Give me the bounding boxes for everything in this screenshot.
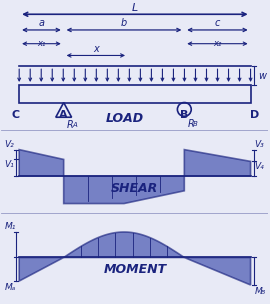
Text: R: R xyxy=(67,120,73,130)
Text: SHEAR: SHEAR xyxy=(111,182,158,195)
Text: c: c xyxy=(215,18,220,28)
Text: B: B xyxy=(193,121,198,127)
Polygon shape xyxy=(19,150,64,176)
Text: V₂: V₂ xyxy=(4,140,14,149)
Text: x: x xyxy=(93,44,99,54)
Text: V₁: V₁ xyxy=(4,161,14,169)
Text: b: b xyxy=(121,18,127,28)
Polygon shape xyxy=(184,257,251,285)
Text: x₁: x₁ xyxy=(37,39,46,48)
Polygon shape xyxy=(19,257,64,281)
Text: MOMENT: MOMENT xyxy=(103,263,166,276)
Text: R: R xyxy=(187,119,194,129)
Text: D: D xyxy=(250,110,259,120)
Text: A: A xyxy=(59,110,68,120)
Text: M: M xyxy=(255,287,262,296)
Text: M₁: M₁ xyxy=(4,222,16,231)
Text: w: w xyxy=(258,71,266,81)
Text: V₃: V₃ xyxy=(255,140,264,149)
Polygon shape xyxy=(64,176,184,204)
Text: LOAD: LOAD xyxy=(106,112,144,125)
Text: V₄: V₄ xyxy=(255,162,264,171)
Text: B: B xyxy=(180,110,188,120)
Polygon shape xyxy=(64,232,184,257)
Text: A: A xyxy=(73,122,77,128)
Polygon shape xyxy=(184,150,251,176)
Text: a: a xyxy=(38,18,45,28)
Text: B: B xyxy=(261,290,265,295)
Text: C: C xyxy=(11,110,19,120)
Text: x₂: x₂ xyxy=(213,39,222,48)
Text: L: L xyxy=(132,3,138,13)
Text: Mₐ: Mₐ xyxy=(4,283,16,292)
